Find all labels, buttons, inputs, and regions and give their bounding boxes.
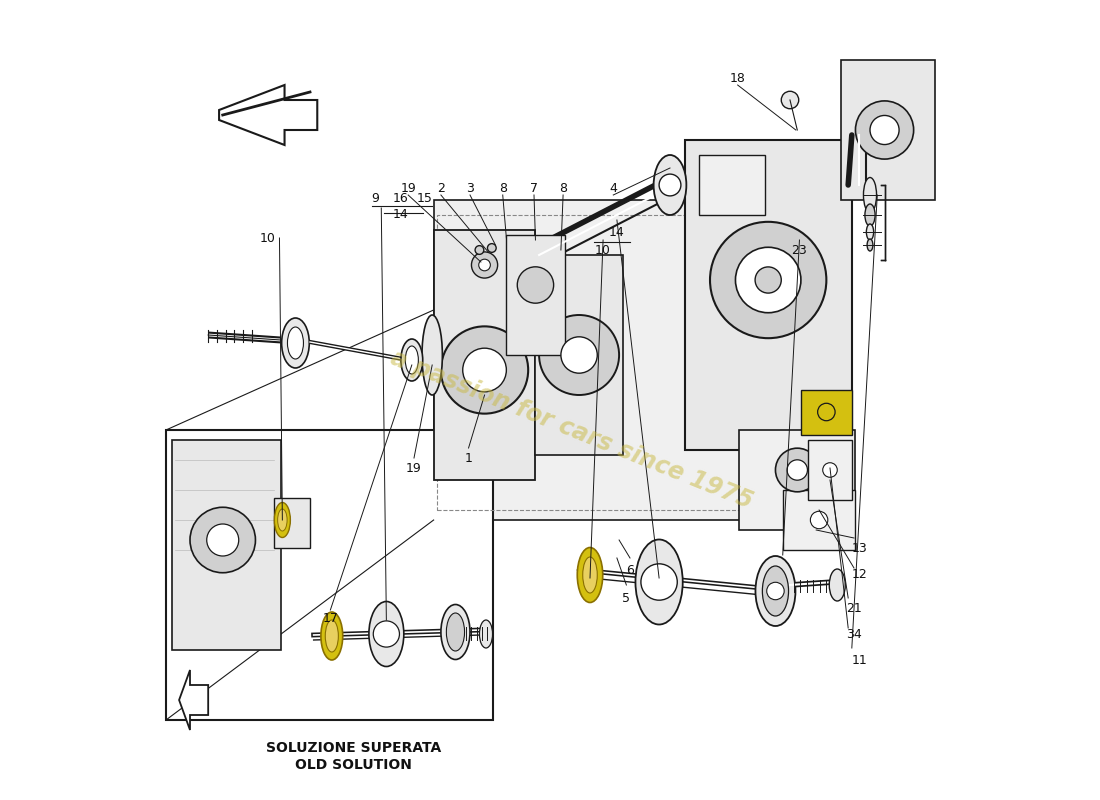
Text: 13: 13 xyxy=(851,542,867,554)
Bar xyxy=(172,440,280,650)
Circle shape xyxy=(736,247,801,313)
Ellipse shape xyxy=(756,556,795,626)
Polygon shape xyxy=(219,85,317,145)
Circle shape xyxy=(823,462,837,478)
Bar xyxy=(783,490,856,550)
Ellipse shape xyxy=(867,239,873,251)
Ellipse shape xyxy=(867,224,873,240)
Text: 11: 11 xyxy=(851,654,867,666)
Circle shape xyxy=(487,244,496,252)
Ellipse shape xyxy=(321,612,343,660)
Ellipse shape xyxy=(282,318,309,368)
Circle shape xyxy=(478,259,491,271)
Ellipse shape xyxy=(287,327,304,359)
Bar xyxy=(433,200,820,520)
Ellipse shape xyxy=(653,155,686,215)
Circle shape xyxy=(870,115,899,145)
Bar xyxy=(700,155,764,215)
Text: 7: 7 xyxy=(530,182,538,194)
Text: 8: 8 xyxy=(498,182,507,194)
Ellipse shape xyxy=(865,204,876,226)
Text: 5: 5 xyxy=(623,591,630,605)
Ellipse shape xyxy=(277,509,287,531)
Text: a passion for cars since 1975: a passion for cars since 1975 xyxy=(387,346,757,514)
Circle shape xyxy=(207,524,239,556)
Ellipse shape xyxy=(368,602,404,666)
Ellipse shape xyxy=(636,539,683,625)
Bar xyxy=(684,140,851,450)
Text: 23: 23 xyxy=(792,243,807,257)
Ellipse shape xyxy=(480,620,493,648)
Bar xyxy=(438,215,812,510)
Ellipse shape xyxy=(829,569,845,601)
Text: 19: 19 xyxy=(400,182,416,194)
Circle shape xyxy=(539,315,619,395)
Text: 16: 16 xyxy=(393,191,409,205)
Circle shape xyxy=(788,460,807,480)
Text: OLD SOLUTION: OLD SOLUTION xyxy=(295,758,412,772)
Ellipse shape xyxy=(762,566,789,616)
Circle shape xyxy=(373,621,399,647)
Circle shape xyxy=(475,246,484,254)
Text: 14: 14 xyxy=(609,226,625,238)
Text: 34: 34 xyxy=(846,629,862,642)
Circle shape xyxy=(781,91,799,109)
Text: 18: 18 xyxy=(729,71,746,85)
Bar xyxy=(433,230,536,480)
Text: 10: 10 xyxy=(260,231,276,245)
Text: 15: 15 xyxy=(417,191,432,205)
Ellipse shape xyxy=(422,315,442,395)
Text: 10: 10 xyxy=(595,243,610,257)
Bar xyxy=(274,498,310,548)
Circle shape xyxy=(817,403,835,421)
Circle shape xyxy=(641,564,678,600)
Text: 19: 19 xyxy=(406,462,422,474)
Circle shape xyxy=(767,582,784,600)
Bar xyxy=(739,430,856,530)
Text: 9: 9 xyxy=(371,191,378,205)
Text: 3: 3 xyxy=(466,182,474,194)
Text: 8: 8 xyxy=(559,182,568,194)
Circle shape xyxy=(856,101,914,159)
Text: 1: 1 xyxy=(464,451,473,465)
Text: 2: 2 xyxy=(437,182,444,194)
Ellipse shape xyxy=(441,605,470,659)
Text: 21: 21 xyxy=(846,602,862,614)
Circle shape xyxy=(472,252,497,278)
Ellipse shape xyxy=(864,178,877,213)
Circle shape xyxy=(710,222,826,338)
Bar xyxy=(536,255,623,455)
Bar xyxy=(166,430,493,720)
Circle shape xyxy=(776,448,820,492)
Circle shape xyxy=(441,326,528,414)
Circle shape xyxy=(190,507,255,573)
Bar xyxy=(840,60,935,200)
Text: 14: 14 xyxy=(393,209,409,222)
Bar xyxy=(801,390,851,435)
Circle shape xyxy=(463,348,506,392)
Circle shape xyxy=(659,174,681,196)
Text: 4: 4 xyxy=(609,182,617,194)
Ellipse shape xyxy=(447,613,464,651)
Ellipse shape xyxy=(326,620,339,652)
Text: SOLUZIONE SUPERATA: SOLUZIONE SUPERATA xyxy=(266,741,441,755)
Text: 17: 17 xyxy=(322,611,339,625)
Text: 12: 12 xyxy=(851,569,867,582)
Text: 6: 6 xyxy=(626,563,634,577)
Ellipse shape xyxy=(400,339,422,381)
Ellipse shape xyxy=(405,346,418,374)
Bar xyxy=(808,440,851,500)
Ellipse shape xyxy=(578,547,603,602)
Circle shape xyxy=(755,267,781,293)
Circle shape xyxy=(517,267,553,303)
Ellipse shape xyxy=(583,557,597,593)
Circle shape xyxy=(561,337,597,373)
Polygon shape xyxy=(179,670,208,730)
Bar xyxy=(506,235,564,355)
Circle shape xyxy=(811,511,828,529)
Ellipse shape xyxy=(274,502,290,538)
